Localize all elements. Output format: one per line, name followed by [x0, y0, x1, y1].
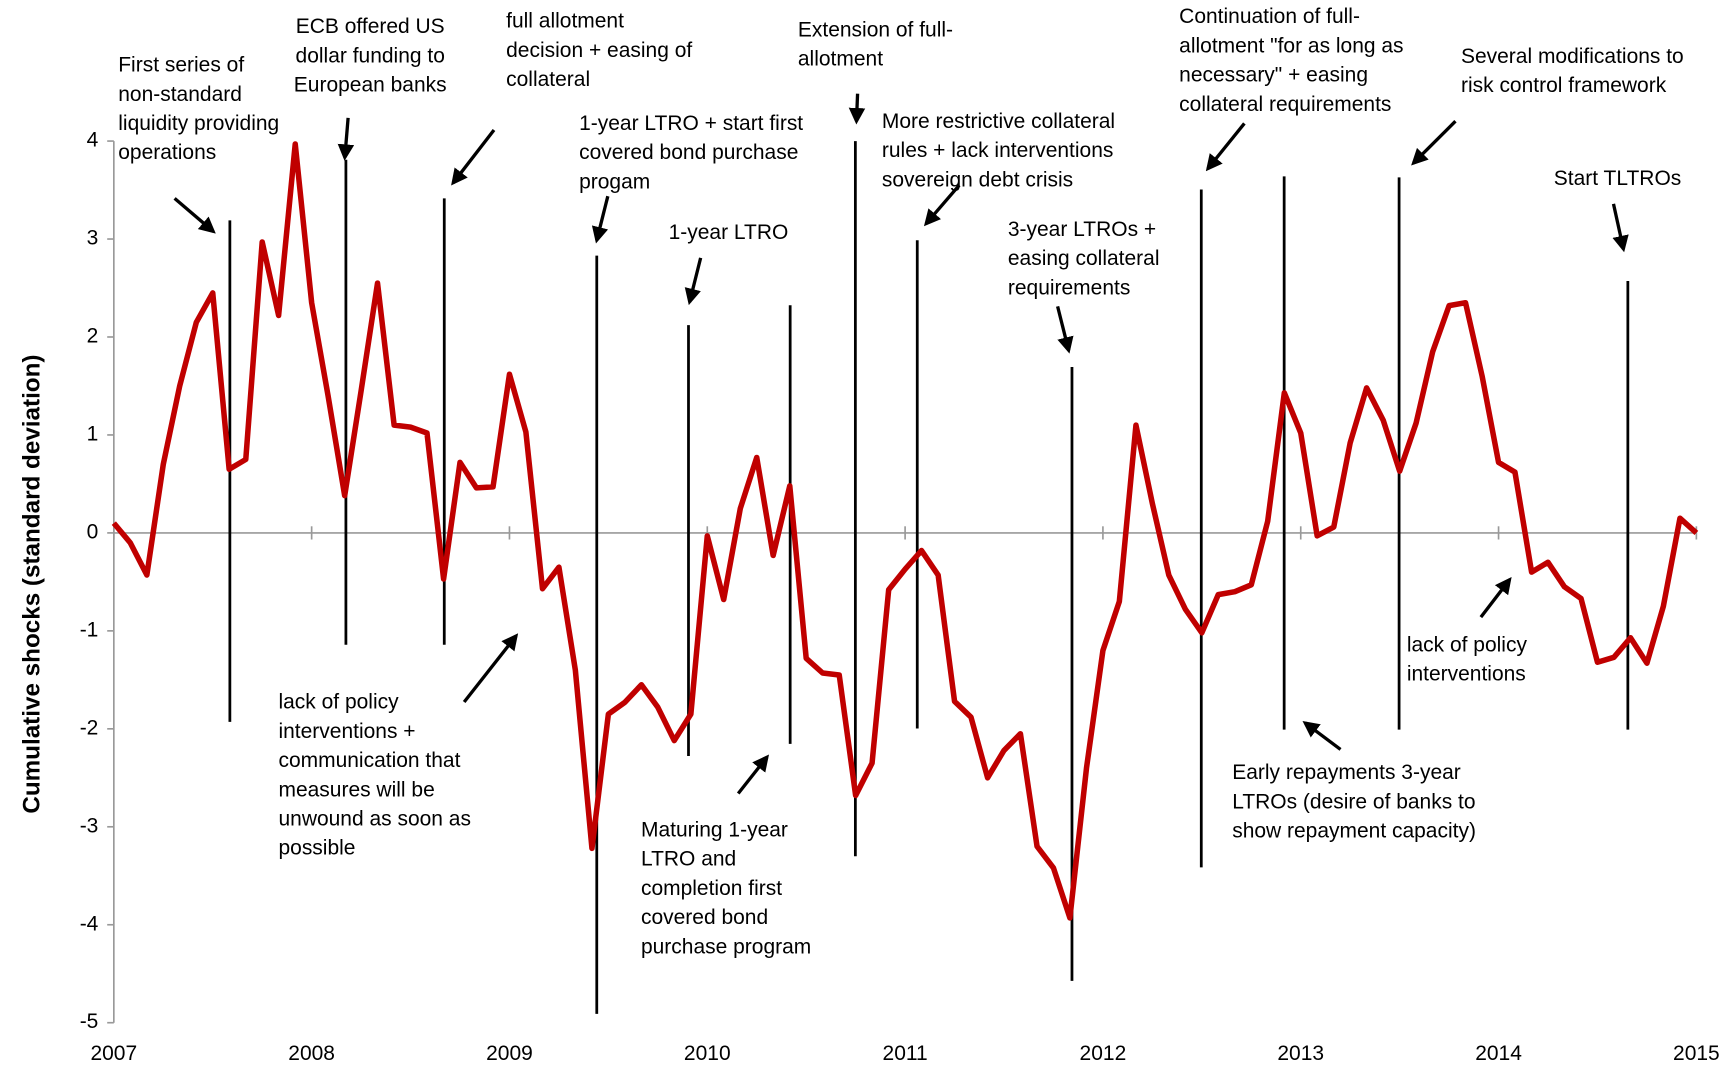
annotation-arrow [173, 197, 216, 234]
annotation-text: lack of policy [1407, 633, 1528, 656]
annotation-text: European banks [294, 74, 447, 97]
annotation-text: interventions + [278, 720, 415, 743]
annotation-text: covered bond [641, 906, 768, 929]
y-tick-label: 1 [87, 422, 99, 445]
annotation-text: ECB offered US [296, 15, 445, 38]
annotation-text: show repayment capacity) [1232, 820, 1476, 843]
annotation-text: LTROs (desire of banks to [1232, 790, 1475, 813]
x-tick-label: 2014 [1475, 1042, 1522, 1065]
annotation-text: 1-year LTRO + start first [579, 112, 803, 135]
y-tick-label: 3 [87, 227, 99, 250]
data-line [111, 141, 1699, 921]
annotation-arrow [923, 184, 961, 227]
annotation-arrow [1411, 120, 1457, 166]
annotation-text: measures will be [278, 778, 434, 801]
y-tick-label: 2 [87, 325, 99, 348]
annotation-text: progam [579, 170, 650, 193]
y-tick-label: -4 [80, 912, 99, 935]
annotation-text: rules + lack interventions [882, 139, 1114, 162]
annotation-text: covered bond purchase [579, 141, 798, 164]
x-tick-label: 2011 [883, 1042, 928, 1065]
annotation-text: Start TLTROs [1554, 167, 1681, 190]
annotation-arrow [736, 754, 770, 795]
y-tick-label: 0 [87, 520, 99, 543]
y-tick-label: -2 [80, 716, 99, 739]
x-tick-label: 2010 [684, 1042, 731, 1065]
annotation-text: purchase program [641, 935, 811, 958]
annotation-text: collateral requirements [1179, 93, 1391, 116]
annotation-arrow [337, 117, 355, 161]
annotation-text: lack of policy [278, 691, 399, 714]
annotation-arrow [848, 93, 866, 125]
annotation-text: non-standard [118, 83, 242, 106]
annotation-text: Maturing 1-year [641, 819, 788, 842]
annotation-arrow [1302, 720, 1342, 751]
annotation-arrow [1611, 203, 1629, 253]
annotation-arrow [1055, 305, 1074, 354]
annotation-text: dollar funding to [296, 44, 445, 67]
x-tick-label: 2009 [486, 1042, 533, 1065]
annotation-text: full allotment [506, 10, 624, 33]
annotation-arrow [591, 195, 610, 244]
x-tick-label: 2012 [1080, 1042, 1127, 1065]
annotation-text: collateral [506, 68, 590, 91]
x-tick-label: 2007 [90, 1042, 137, 1065]
annotation-arrow [1205, 122, 1246, 172]
annotation-text: allotment [798, 48, 883, 71]
annotation-text: unwound as soon as [278, 807, 470, 830]
y-tick-label: -3 [80, 814, 99, 837]
annotation-text: requirements [1008, 276, 1130, 299]
annotation-text: risk control framework [1461, 74, 1667, 97]
y-tick-label: -5 [80, 1010, 99, 1033]
annotation-text: possible [278, 837, 355, 860]
annotation-text: 1-year LTRO [669, 221, 789, 244]
annotation-text: Extension of full- [798, 18, 953, 41]
annotation-text: sovereign debt crisis [882, 168, 1073, 191]
annotation-text: necessary" + easing [1179, 64, 1368, 87]
annotation-text: 3-year LTROs + [1008, 218, 1156, 241]
annotation-arrow [1479, 577, 1512, 619]
annotation-text: completion first [641, 877, 782, 900]
annotation-text: liquidity providing [118, 112, 279, 135]
annotation-arrow [451, 129, 496, 186]
y-tick-label: -1 [80, 618, 99, 641]
annotation-text: operations [118, 141, 216, 164]
y-axis-title: Cumulative shocks (standard deviation) [19, 355, 46, 814]
annotation-arrow [462, 633, 519, 704]
annotation-text: interventions [1407, 663, 1526, 686]
annotation-text: LTRO and [641, 848, 736, 871]
annotation-text: Several modifications to [1461, 45, 1684, 68]
annotation-text: decision + easing of [506, 39, 692, 62]
x-tick-label: 2013 [1277, 1042, 1324, 1065]
annotation-text: Early repayments 3-year [1232, 761, 1461, 784]
annotation-arrow [684, 257, 703, 306]
annotation-text: First series of [118, 54, 244, 77]
annotation-text: More restrictive collateral [882, 110, 1115, 133]
annotation-text: Continuation of full- [1179, 5, 1360, 28]
annotation-text: communication that [278, 749, 460, 772]
x-tick-label: 2015 [1673, 1042, 1720, 1065]
annotation-text: allotment "for as long as [1179, 34, 1403, 57]
x-tick-label: 2008 [288, 1042, 335, 1065]
annotation-text: easing collateral [1008, 247, 1160, 270]
y-tick-label: 4 [87, 129, 99, 152]
